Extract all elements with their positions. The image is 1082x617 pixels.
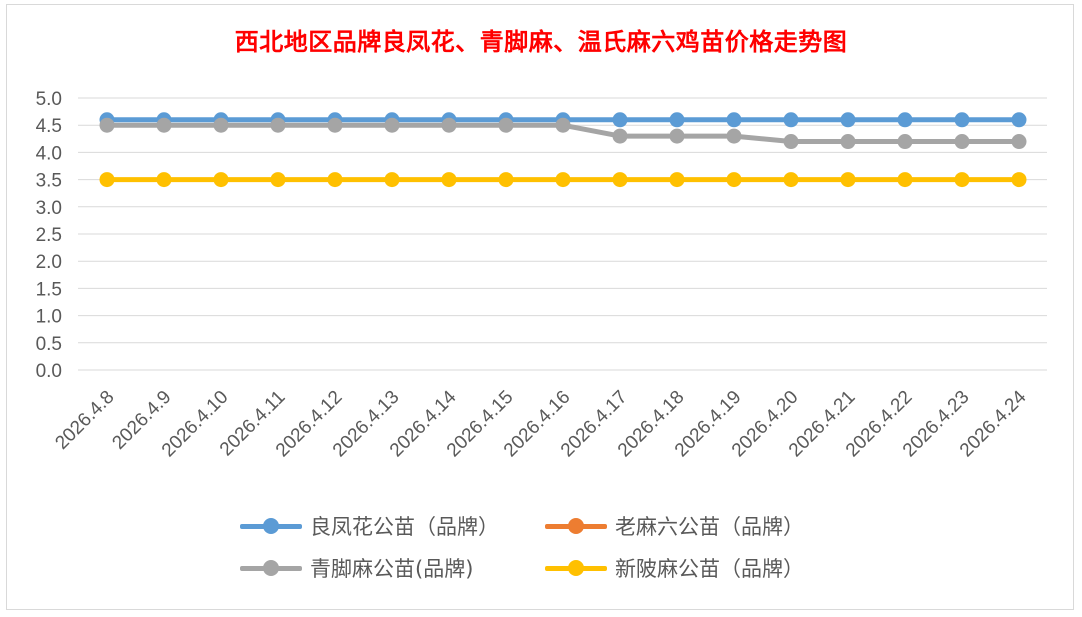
data-point <box>99 117 115 133</box>
y-tick-label: 4.0 <box>36 143 62 164</box>
data-point <box>897 112 913 128</box>
data-point <box>270 172 286 188</box>
data-point <box>783 172 799 188</box>
y-tick-label: 0.0 <box>36 361 62 382</box>
y-tick-label: 3.5 <box>36 171 62 192</box>
data-point <box>270 117 286 133</box>
legend-swatch-icon <box>545 512 607 540</box>
data-point <box>669 112 685 128</box>
data-point <box>726 172 742 188</box>
data-point <box>1011 172 1027 188</box>
legend-swatch-icon <box>545 554 607 582</box>
data-point <box>840 134 856 150</box>
data-point <box>156 172 172 188</box>
legend-item[interactable]: 良凤花公苗（品牌） <box>240 512 545 540</box>
y-tick-label: 5.0 <box>36 89 62 110</box>
legend-item[interactable]: 老麻六公苗（品牌） <box>545 512 850 540</box>
data-point <box>156 117 172 133</box>
y-tick-label: 2.5 <box>36 225 62 246</box>
data-point <box>384 172 400 188</box>
y-tick-label: 2.0 <box>36 252 62 273</box>
chart-legend: 良凤花公苗（品牌） 老麻六公苗（品牌） 青脚麻公苗(品牌) 新陂麻公苗（品牌） <box>240 512 880 582</box>
data-point <box>726 112 742 128</box>
data-point <box>669 128 685 144</box>
data-point <box>954 134 970 150</box>
legend-item[interactable]: 青脚麻公苗(品牌) <box>240 554 545 582</box>
data-point <box>897 134 913 150</box>
legend-swatch-icon <box>240 554 302 582</box>
data-point <box>213 172 229 188</box>
data-point <box>897 172 913 188</box>
data-point <box>840 112 856 128</box>
data-point <box>1011 112 1027 128</box>
data-point <box>498 172 514 188</box>
y-tick-label: 3.0 <box>36 198 62 219</box>
x-tick-label: 2026.4.8 <box>51 387 118 454</box>
data-point <box>498 117 514 133</box>
data-point <box>213 117 229 133</box>
data-point <box>384 117 400 133</box>
data-point <box>327 172 343 188</box>
data-point <box>954 112 970 128</box>
data-point <box>669 172 685 188</box>
y-tick-label: 1.0 <box>36 307 62 328</box>
data-point <box>783 134 799 150</box>
legend-label: 良凤花公苗（品牌） <box>310 515 499 539</box>
data-point <box>1011 134 1027 150</box>
data-point <box>612 112 628 128</box>
y-tick-label: 4.5 <box>36 116 62 137</box>
chart-title: 西北地区品牌良凤花、青脚麻、温氏麻六鸡苗价格走势图 <box>234 27 848 56</box>
data-point <box>840 172 856 188</box>
data-point <box>555 117 571 133</box>
legend-label: 青脚麻公苗(品牌) <box>310 557 474 581</box>
data-point <box>327 117 343 133</box>
data-point <box>612 128 628 144</box>
data-point <box>441 172 457 188</box>
chart-frame <box>6 4 1074 610</box>
y-tick-label: 0.5 <box>36 334 62 355</box>
data-point <box>441 117 457 133</box>
data-point <box>99 172 115 188</box>
legend-label: 老麻六公苗（品牌） <box>615 515 804 539</box>
y-tick-label: 1.5 <box>36 279 62 300</box>
data-point <box>555 172 571 188</box>
legend-label: 新陂麻公苗（品牌） <box>615 557 804 581</box>
data-point <box>726 128 742 144</box>
data-point <box>783 112 799 128</box>
data-point <box>954 172 970 188</box>
legend-item[interactable]: 新陂麻公苗（品牌） <box>545 554 850 582</box>
legend-swatch-icon <box>240 512 302 540</box>
data-point <box>612 172 628 188</box>
